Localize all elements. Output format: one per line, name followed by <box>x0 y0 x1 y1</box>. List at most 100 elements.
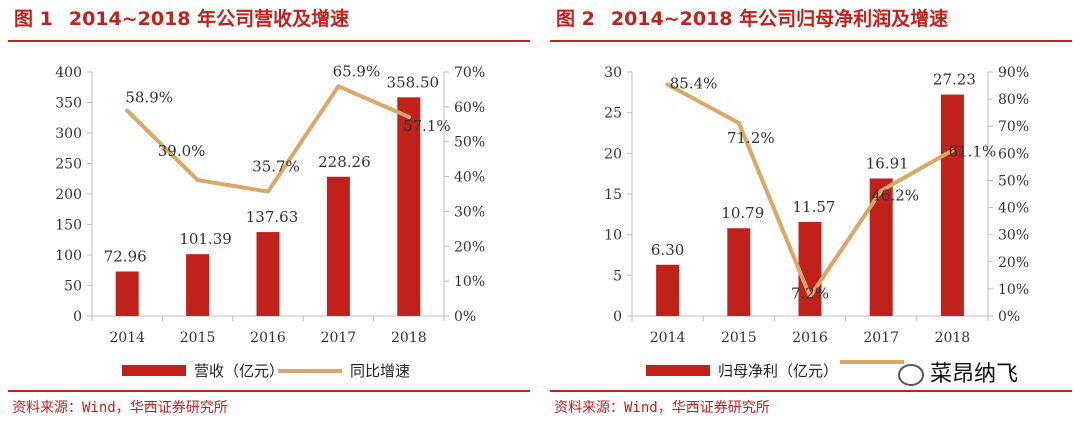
bar-value-label: 11.57 <box>793 198 836 216</box>
x-tick-label: 2016 <box>250 330 286 346</box>
legend-bar-swatch <box>122 365 186 376</box>
right-tick-label: 40% <box>454 170 485 186</box>
figure-label: 图 1 <box>14 8 53 30</box>
left-tick-label: 5 <box>613 268 622 284</box>
legend-bar-swatch <box>646 365 710 376</box>
line-value-label: 39.0% <box>158 142 206 160</box>
left-tick-label: 100 <box>55 248 82 264</box>
line-value-label: 46.2% <box>871 187 919 205</box>
bar <box>798 221 822 316</box>
bar-value-label: 137.63 <box>246 208 299 226</box>
x-tick-label: 2015 <box>180 330 216 346</box>
bar-value-label: 101.39 <box>179 230 232 248</box>
figure-title: 图 2 2014~2018 年公司归母净利润及增速 <box>556 4 948 31</box>
x-tick-label: 2014 <box>109 330 145 346</box>
left-tick-label: 15 <box>604 187 622 203</box>
bar <box>397 97 421 316</box>
legend-item-line <box>840 360 912 364</box>
bar-value-label: 16.91 <box>866 154 909 172</box>
line-point <box>950 148 955 153</box>
line-point <box>808 294 812 299</box>
left-tick-label: 50 <box>64 279 82 295</box>
left-tick-label: 250 <box>55 157 82 173</box>
bar <box>727 228 751 316</box>
figure-panel-1: 图 1 2014~2018 年公司营收及增速 0 50 100 150 200 250 300… <box>8 0 530 421</box>
figure-panel-2: 图 2 2014~2018 年公司归母净利润及增速 0 5 10 15 20 25 30 0% 1… <box>550 0 1072 421</box>
line-point <box>879 188 884 193</box>
bar-value-label: 6.30 <box>651 241 684 259</box>
bar <box>656 264 680 316</box>
right-tick-label: 0% <box>998 309 1020 325</box>
line-point <box>125 108 130 113</box>
title-divider <box>550 40 1072 42</box>
legend-line-label: 同比增速 <box>350 362 411 380</box>
x-tick-label: 2016 <box>792 330 828 346</box>
bar <box>115 271 139 316</box>
left-tick-label: 300 <box>55 126 82 142</box>
left-tick-label: 400 <box>55 65 82 81</box>
right-tick-label: 70% <box>454 65 485 81</box>
source-note: 资料来源：Wind，华西证券研究所 <box>12 400 228 416</box>
legend-bar-label: 归母净利（亿元） <box>718 362 839 380</box>
line-value-label: 85.4% <box>670 74 718 92</box>
bar <box>186 254 210 316</box>
line-value-label: 61.1% <box>949 142 997 160</box>
left-tick-label: 30 <box>604 65 622 81</box>
legend-bar-label: 营收（亿元） <box>194 362 285 380</box>
line-value-label: 7.2% <box>791 284 829 302</box>
wechat-icon <box>898 364 924 386</box>
right-tick-label: 0% <box>454 309 476 325</box>
figure-label: 图 2 <box>556 8 595 30</box>
bar <box>869 178 893 316</box>
right-tick-label: 60% <box>998 146 1029 162</box>
left-tick-label: 200 <box>55 187 82 203</box>
bar <box>326 176 350 316</box>
figure-title: 图 1 2014~2018 年公司营收及增速 <box>14 4 349 31</box>
watermark: 菜昂纳飞 <box>898 356 1018 388</box>
left-tick-label: 10 <box>604 228 622 244</box>
bar-value-label: 27.23 <box>933 71 976 89</box>
right-tick-label: 50% <box>454 135 485 151</box>
right-tick-label: 20% <box>998 255 1029 271</box>
left-tick-label: 0 <box>613 309 622 325</box>
figure-title-text: 2014~2018 年公司营收及增速 <box>68 8 350 30</box>
x-tick-label: 2017 <box>863 330 899 346</box>
line-value-label: 57.1% <box>403 117 451 135</box>
x-tick-label: 2017 <box>321 330 357 346</box>
figure-title-text: 2014~2018 年公司归母净利润及增速 <box>610 8 949 30</box>
line-point <box>665 82 670 87</box>
watermark-text: 菜昂纳飞 <box>930 362 1019 387</box>
legend-item-bar: 归母净利（亿元） <box>646 360 838 381</box>
right-tick-label: 10% <box>998 282 1029 298</box>
line-value-label: 58.9% <box>125 89 173 107</box>
source-divider <box>8 390 530 392</box>
left-tick-label: 25 <box>604 106 622 122</box>
legend-item-line: 同比增速 <box>278 360 410 381</box>
right-tick-label: 10% <box>454 274 485 290</box>
right-tick-label: 30% <box>454 204 485 220</box>
line-point <box>336 84 341 89</box>
source-divider <box>550 390 1072 392</box>
left-tick-label: 150 <box>55 218 82 234</box>
right-tick-label: 30% <box>998 228 1029 244</box>
bar-value-label: 72.96 <box>104 247 147 265</box>
right-tick-label: 60% <box>454 100 485 116</box>
right-tick-label: 40% <box>998 201 1029 217</box>
line-value-label: 71.2% <box>727 129 775 147</box>
line-value-label: 65.9% <box>333 62 381 80</box>
legend-line-swatch <box>278 368 342 373</box>
bar-value-label: 228.26 <box>318 153 371 171</box>
line-point <box>406 114 411 119</box>
right-tick-label: 70% <box>998 119 1029 135</box>
x-tick-label: 2018 <box>935 330 971 346</box>
left-tick-label: 350 <box>55 96 82 112</box>
source-note: 资料来源：Wind，华西证券研究所 <box>554 400 770 416</box>
x-tick-label: 2015 <box>721 330 757 346</box>
x-tick-label: 2018 <box>391 330 427 346</box>
line-point <box>195 178 200 183</box>
legend-line-swatch <box>840 360 904 364</box>
bar <box>940 94 964 317</box>
right-tick-label: 80% <box>998 92 1029 108</box>
bar <box>256 232 280 316</box>
right-tick-label: 20% <box>454 239 485 255</box>
